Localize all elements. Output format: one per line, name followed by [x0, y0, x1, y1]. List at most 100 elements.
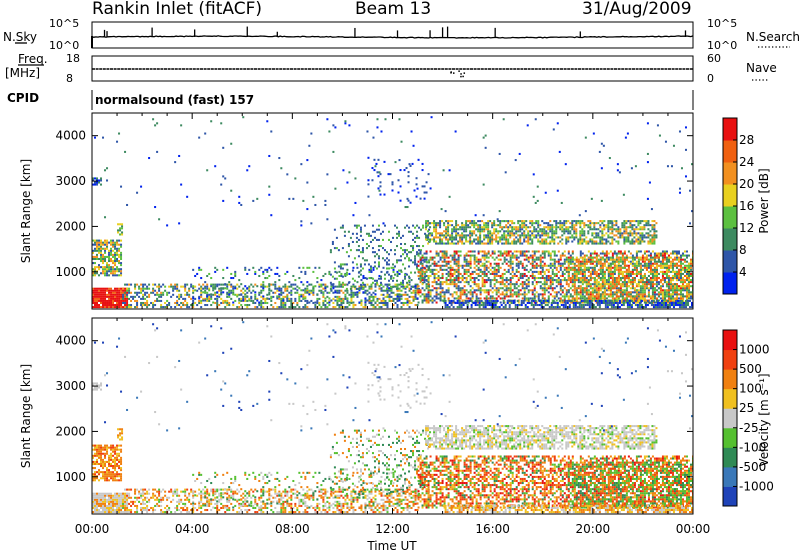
power-cell — [565, 295, 568, 298]
power-cell — [377, 263, 380, 266]
power-cell — [559, 279, 562, 282]
power-cell — [547, 236, 550, 239]
power-cell — [176, 283, 179, 286]
power-cell — [425, 293, 428, 296]
power-cell — [377, 261, 380, 264]
power-cell — [190, 283, 193, 286]
power-cell — [533, 289, 536, 292]
power-cell — [499, 283, 502, 286]
power-cell — [509, 260, 512, 263]
power-cell — [461, 226, 464, 229]
power-cell — [545, 264, 548, 267]
power-cell — [505, 234, 508, 237]
power-cell — [569, 222, 572, 225]
power-cell — [100, 306, 103, 309]
power-cell — [509, 226, 512, 229]
power-cell — [398, 230, 401, 233]
power-cell — [120, 297, 123, 300]
power-cell — [613, 234, 616, 237]
power-cell — [425, 301, 428, 304]
power-cell — [565, 236, 568, 239]
power-cell — [435, 234, 438, 237]
power-cell — [106, 247, 109, 250]
power-cell — [555, 295, 558, 298]
power-cell — [457, 264, 460, 267]
power-cell — [433, 279, 436, 282]
power-cell — [521, 287, 524, 290]
power-cell — [463, 268, 466, 271]
power-cell — [519, 226, 522, 229]
power-cell — [587, 230, 590, 233]
power-cell — [591, 256, 594, 259]
power-cell — [565, 293, 568, 296]
power-cell — [525, 256, 528, 259]
power-cell — [302, 289, 305, 292]
power-cell — [671, 264, 674, 267]
power-cell — [589, 287, 592, 290]
power-cell — [425, 228, 428, 231]
power-cell — [469, 297, 472, 300]
power-cell — [603, 254, 606, 257]
power-cell — [347, 245, 350, 248]
power-cell — [581, 291, 584, 294]
power-cell — [300, 281, 303, 284]
power-cell — [593, 295, 596, 298]
power-cell — [367, 263, 370, 266]
power-cell — [563, 299, 566, 302]
power-cell — [104, 293, 107, 296]
power-cell — [583, 232, 586, 235]
power-cell — [579, 238, 582, 241]
power-cell — [523, 258, 526, 261]
power-cell — [328, 299, 331, 302]
power-cell — [427, 279, 430, 282]
power-cell — [142, 304, 145, 307]
power-cell — [419, 279, 422, 282]
power-cell — [497, 230, 500, 233]
power-cell — [92, 272, 95, 275]
power-cell — [639, 226, 642, 229]
power-cell — [424, 275, 427, 278]
power-cell — [469, 250, 472, 253]
power-cell — [627, 220, 630, 223]
power-cell — [318, 285, 321, 288]
power-cell — [655, 293, 658, 296]
power-cell — [517, 222, 520, 225]
power-cell — [577, 266, 580, 269]
power-cell — [505, 220, 508, 223]
power-cell — [108, 306, 111, 309]
power-cell — [345, 251, 348, 254]
power-cell — [459, 226, 462, 229]
power-cell — [587, 274, 590, 278]
power-cell — [535, 234, 538, 237]
power-cell — [192, 297, 195, 300]
power-cell — [607, 230, 610, 233]
power-cell — [96, 270, 99, 273]
power-cell — [585, 242, 588, 245]
power-cell — [102, 255, 105, 258]
power-cell — [336, 291, 339, 294]
power-cell — [290, 301, 293, 305]
power-cell — [565, 260, 568, 263]
power-cell — [154, 293, 157, 296]
power-cell — [565, 279, 568, 282]
power-cell — [130, 291, 133, 294]
power-cell — [92, 301, 95, 305]
power-cell — [505, 252, 508, 255]
power-cell — [479, 289, 482, 292]
power-cell — [373, 279, 376, 282]
power-cell — [583, 262, 586, 265]
power-cell — [473, 262, 476, 265]
power-cell — [595, 281, 598, 284]
power-cell — [489, 281, 492, 284]
power-cell — [689, 295, 692, 298]
power-cell — [204, 285, 207, 288]
power-cell — [537, 258, 540, 261]
power-cell — [427, 222, 430, 225]
power-cell — [489, 272, 492, 275]
power-cell — [302, 293, 305, 296]
power-cell — [453, 283, 456, 286]
power-cell — [595, 295, 598, 298]
power-cell — [517, 238, 520, 241]
power-cell — [228, 289, 231, 292]
power-cell — [346, 299, 349, 302]
